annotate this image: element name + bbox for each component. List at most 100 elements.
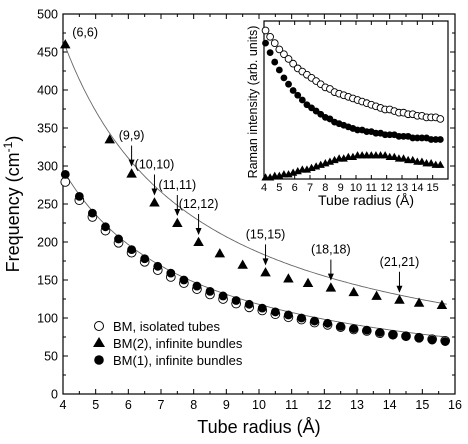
inset-data-point-open-circle (275, 45, 284, 54)
data-point-open-circle (60, 177, 71, 187)
data-point-filled-triangle (371, 290, 382, 300)
data-point-filled-circle (140, 254, 150, 264)
data-point-filled-circle (101, 222, 110, 232)
inset-data-point-filled-triangle (390, 152, 399, 160)
y-tick-label: 350 (37, 122, 58, 136)
inset-data-point-filled-triangle (417, 157, 427, 165)
x-tick-label: 13 (350, 398, 364, 412)
inset-data-point-filled-triangle (408, 155, 417, 164)
data-point-filled-circle (166, 268, 176, 278)
inset-data-point-filled-circle (262, 39, 269, 47)
inset-data-point-open-circle (436, 115, 445, 123)
inset-data-point-filled-circle (285, 80, 292, 88)
annotation-label: (12,12) (179, 197, 219, 211)
y-tick-label: 450 (37, 46, 58, 60)
inset-data-point-filled-triangle (436, 160, 445, 168)
data-point-filled-triangle (193, 236, 204, 246)
inset-data-point-filled-triangle (381, 151, 390, 159)
y-axis-label-sup: -1 (1, 141, 15, 152)
inset-x-tick-label: 6 (292, 182, 298, 194)
y-tick-label: 0 (51, 388, 58, 402)
data-point-filled-triangle (172, 217, 183, 227)
legend-label-isolated: BM, isolated tubes (113, 319, 220, 334)
legend-marker-bm1 (94, 355, 104, 365)
data-point-filled-triangle (214, 248, 226, 258)
annotation-arrowhead (128, 159, 135, 167)
y-tick-label: 100 (37, 312, 58, 326)
data-point-filled-circle (231, 296, 241, 305)
annotation-label: (10,10) (135, 157, 175, 171)
data-point-filled-circle (244, 299, 254, 309)
data-point-filled-circle (74, 192, 84, 201)
data-point-filled-triangle (436, 299, 448, 310)
inset-data-point-filled-circle (271, 58, 279, 66)
x-tick-label: 12 (317, 398, 331, 412)
data-point-filled-triangle (260, 267, 271, 277)
data-point-filled-circle (375, 328, 385, 337)
fit-curve (62, 169, 447, 338)
data-point-filled-circle (127, 245, 136, 255)
data-point-filled-triangle (60, 39, 71, 49)
inset-data-point-filled-circle (436, 136, 444, 143)
x-tick-label: 16 (448, 398, 462, 412)
inset-x-tick-label: 14 (411, 182, 423, 194)
data-point-filled-circle (153, 261, 163, 271)
annotation-arrowhead (327, 273, 334, 281)
inset-x-tick-label: 10 (350, 182, 362, 194)
y-tick-label: 50 (44, 350, 58, 364)
data-point-filled-circle (192, 281, 202, 291)
y-axis-label: Frequency (cm-1) (1, 136, 23, 273)
data-point-filled-triangle (237, 259, 248, 269)
inset-data-point-open-circle (270, 39, 279, 47)
inset-x-tick-label: 12 (381, 182, 393, 194)
x-tick-label: 5 (92, 398, 99, 412)
data-point-filled-circle (349, 324, 359, 334)
inset-data-point-open-circle (289, 59, 297, 68)
annotation-arrowhead (396, 285, 403, 293)
inset-x-tick-label: 7 (307, 182, 313, 194)
legend-marker-bm2 (93, 337, 105, 347)
inset-x-axis-label: Tube radius (Å) (318, 192, 414, 208)
inset-raman-chart: 4 5 6 7 8 9 10 11 12 13 14 15 Tube radius (Å) Raman… (246, 20, 449, 208)
data-point-filled-circle (388, 330, 398, 340)
annotation-arrowhead (262, 258, 269, 266)
inset-data-point-filled-circle (289, 87, 297, 94)
data-point-filled-circle (336, 321, 346, 331)
inset-data-point-filled-circle (294, 91, 302, 99)
data-point-filled-circle (323, 318, 332, 328)
data-point-filled-circle (60, 169, 70, 179)
inset-data-point-filled-circle (298, 96, 306, 104)
annotation-label: (11,11) (158, 178, 196, 192)
y-tick-label: 300 (37, 160, 58, 174)
data-point-filled-triangle (348, 286, 359, 297)
inset-x-tick-label: 9 (338, 182, 344, 194)
x-axis-label: Tube radius (Å) (197, 417, 320, 437)
inset-x-tick-label: 11 (366, 182, 377, 194)
data-point-filled-circle (427, 335, 437, 345)
y-tick-label: 250 (37, 198, 58, 212)
y-tick-label: 500 (37, 8, 58, 22)
x-tick-label: 9 (223, 398, 230, 412)
data-point-filled-circle (88, 208, 97, 218)
annotation-label: (9,9) (119, 129, 145, 143)
data-point-filled-triangle (104, 134, 115, 144)
data-point-filled-triangle (149, 197, 160, 207)
inset-data-point-filled-triangle (399, 154, 408, 162)
data-point-filled-circle (414, 333, 424, 343)
main-data-marks (60, 39, 451, 346)
data-point-filled-circle (440, 337, 450, 346)
data-point-filled-circle (310, 316, 319, 326)
data-point-filled-circle (114, 234, 123, 244)
main-axis-ticks: 4 5 6 7 8 9 10 11 12 13 14 15 1605010015020025030035… (37, 8, 462, 413)
inset-axis-ticks: 4 5 6 7 8 9 10 11 12 13 14 15 (261, 21, 439, 194)
y-tick-label: 400 (37, 84, 58, 98)
data-point-filled-triangle (283, 273, 294, 283)
annotation-label: (15,15) (246, 227, 286, 241)
inset-x-tick-label: 15 (427, 182, 439, 194)
inset-x-tick-label: 4 (261, 182, 267, 194)
x-tick-label: 11 (285, 398, 298, 412)
legend: BM, isolated tubes BM(2), infinite bundl… (93, 319, 243, 368)
data-point-filled-triangle (302, 277, 314, 288)
y-tick-label: 150 (37, 274, 58, 288)
